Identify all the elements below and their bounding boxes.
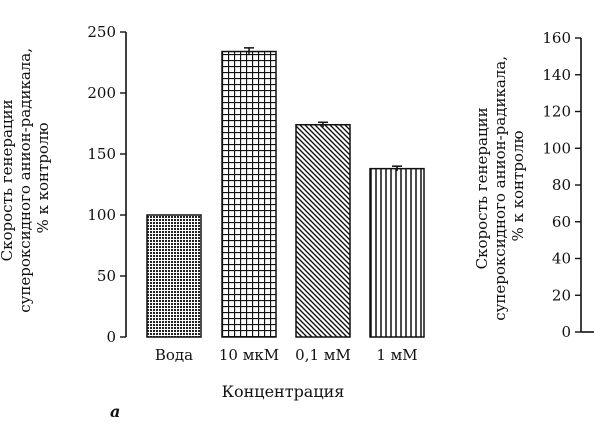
x-category-label: 0,1 мМ xyxy=(295,346,351,364)
left-bar-chart: Скорость генерации супероксидного анион-… xyxy=(0,23,425,401)
right-y-tick-label: 20 xyxy=(552,286,571,304)
right-y-tick-label: 40 xyxy=(552,250,571,268)
right-y-axis-label: Скорость генерации супероксидного анион-… xyxy=(473,51,527,321)
left-x-axis-label: Концентрация xyxy=(222,382,345,401)
right-y-axis-label-line-1: Скорость генерации xyxy=(473,107,491,269)
left-y-tick-label: 100 xyxy=(87,206,116,224)
bar-4 xyxy=(369,167,425,338)
left-y-tick-label: 0 xyxy=(106,328,116,346)
left-y-tick-label: 200 xyxy=(87,84,116,102)
left-y-tick-label: 150 xyxy=(87,145,116,163)
panel-label: а xyxy=(110,402,120,421)
left-y-tick-label: 50 xyxy=(97,267,116,285)
right-y-tick-label: 80 xyxy=(552,176,571,194)
right-y-tick-label: 0 xyxy=(561,323,571,341)
x-category-label: 1 мМ xyxy=(376,346,417,364)
x-category-label: 10 мкМ xyxy=(219,346,279,364)
left-y-axis-label-line-2: супероксидного анион-радикала, xyxy=(16,48,34,313)
right-y-tick-label: 100 xyxy=(542,139,571,157)
right-axes: 0 20 40 60 80 100 120 140 160 xyxy=(542,29,594,341)
left-y-axis-label-line-1: Скорость генерации xyxy=(0,99,16,261)
left-axes: 0 50 100 150 200 250 xyxy=(87,23,127,346)
left-y-tick-label: 250 xyxy=(87,23,116,41)
right-y-tick-label: 140 xyxy=(542,66,571,84)
right-y-tick-label: 60 xyxy=(552,213,571,231)
left-bars: Вода 10 мкМ 0,1 мМ 1 мМ xyxy=(146,47,425,364)
left-y-axis-label-line-3: % к контролю xyxy=(34,122,52,233)
right-bar-chart: Скорость генерации супероксидного анион-… xyxy=(473,29,594,341)
right-y-tick-label: 120 xyxy=(542,103,571,121)
bar-1 xyxy=(146,214,202,338)
x-category-label: Вода xyxy=(155,346,193,364)
right-y-tick-label: 160 xyxy=(542,29,571,47)
bar-2 xyxy=(221,50,277,338)
right-y-axis-label-line-3: % к контролю xyxy=(509,130,527,241)
left-y-axis-label: Скорость генерации супероксидного анион-… xyxy=(0,43,52,313)
right-y-axis-label-line-2: супероксидного анион-радикала, xyxy=(491,56,509,321)
bar-3 xyxy=(295,123,351,338)
